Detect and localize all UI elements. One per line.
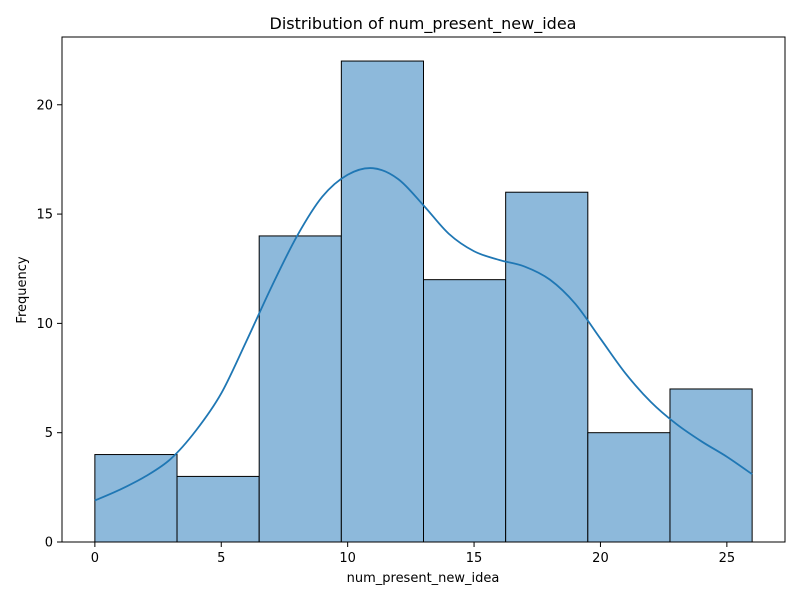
x-tick-label: 10 bbox=[339, 551, 356, 566]
x-axis-label: num_present_new_idea bbox=[347, 571, 500, 586]
y-axis-ticks: 0 5 10 15 20 bbox=[36, 98, 62, 551]
x-tick-label: 5 bbox=[217, 551, 225, 566]
y-axis-label: Frequency bbox=[15, 256, 30, 323]
histogram-bar bbox=[258, 235, 342, 543]
chart-title: Distribution of num_present_new_idea bbox=[270, 14, 577, 34]
bars-group bbox=[94, 60, 753, 543]
x-tick-label: 20 bbox=[592, 551, 609, 566]
y-tick-label: 5 bbox=[45, 426, 53, 441]
histogram-bar bbox=[505, 191, 589, 543]
plot-frame bbox=[61, 36, 786, 543]
y-tick-label: 15 bbox=[36, 208, 53, 223]
histogram-bar bbox=[423, 279, 507, 543]
y-tick-label: 0 bbox=[45, 536, 53, 551]
kde-line bbox=[94, 167, 753, 502]
histogram-bar bbox=[340, 60, 424, 543]
x-tick-label: 15 bbox=[466, 551, 483, 566]
histogram-bar bbox=[587, 432, 671, 543]
x-tick-label: 25 bbox=[719, 551, 736, 566]
x-tick-label: 0 bbox=[91, 551, 99, 566]
y-tick-label: 10 bbox=[36, 317, 53, 332]
histogram-bar bbox=[176, 475, 260, 543]
y-tick-label: 20 bbox=[36, 98, 53, 113]
x-axis-ticks: 0 5 10 15 20 25 bbox=[91, 542, 735, 566]
histogram-bar bbox=[94, 454, 178, 543]
